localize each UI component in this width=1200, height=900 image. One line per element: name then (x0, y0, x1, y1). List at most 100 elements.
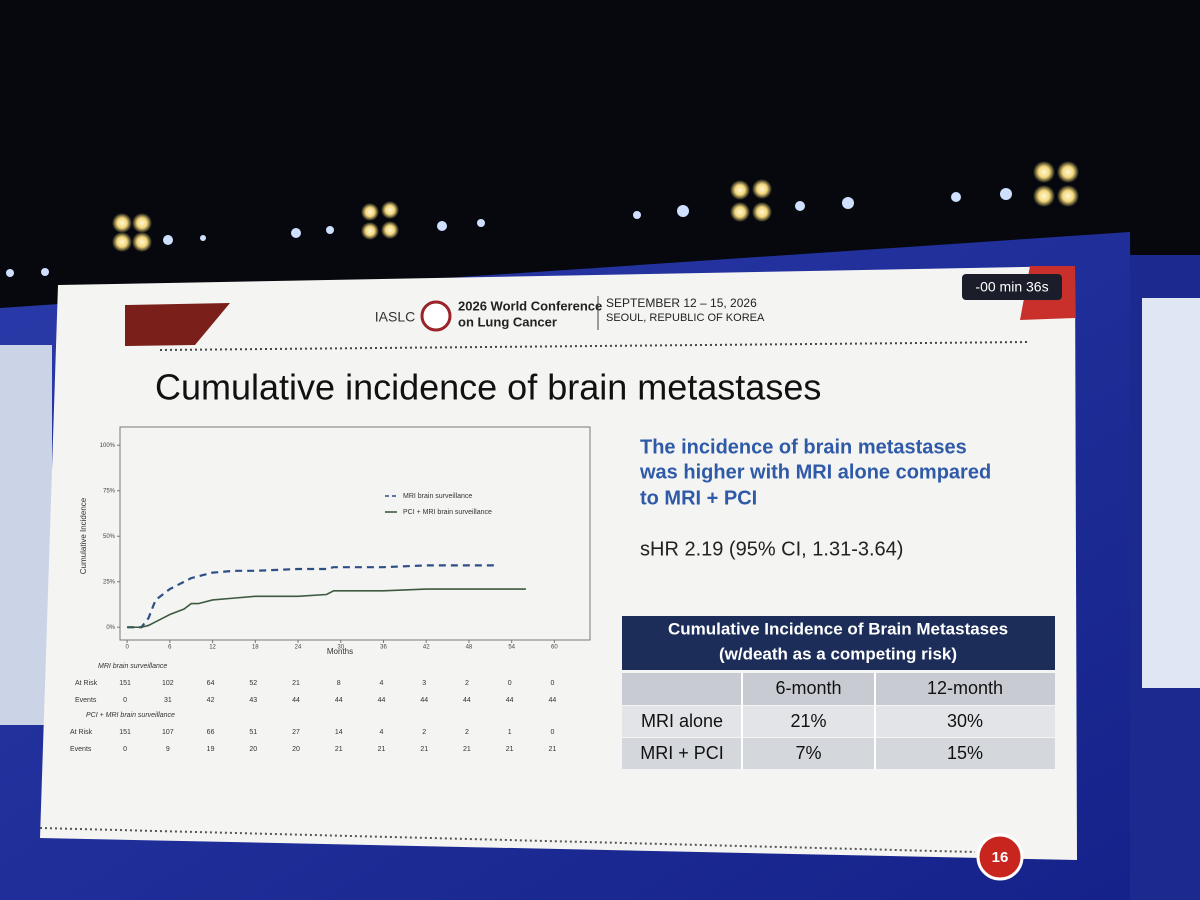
risk-cell: 4 (380, 680, 384, 687)
risk-cell: 0 (550, 680, 554, 687)
risk-cell: 21 (378, 746, 386, 753)
y-tick-label: 50% (103, 534, 116, 540)
risk-cell: 66 (207, 729, 215, 736)
table-cell: MRI alone (641, 711, 723, 731)
risk-cell: 19 (207, 746, 215, 753)
y-tick-label: 25% (103, 579, 116, 585)
risk-cell: 0 (123, 697, 127, 704)
slide (40, 266, 1077, 860)
risk-cell: 14 (335, 729, 343, 736)
risk-cell: 0 (508, 680, 512, 687)
table-title-bg (622, 616, 1055, 670)
table-column-header: 12-month (927, 678, 1003, 698)
table-row-bg (622, 738, 1055, 769)
slide-title: Cumulative incidence of brain metastases (155, 367, 821, 408)
table-cell: 21% (790, 711, 826, 731)
page-badge (976, 833, 1024, 881)
x-tick-label: 12 (209, 645, 216, 651)
risk-row-label: At Risk (70, 729, 93, 736)
risk-cell: 1 (508, 729, 512, 736)
risk-cell: 2 (465, 680, 469, 687)
logo-seal (420, 300, 452, 332)
statistic: sHR 2.19 (95% CI, 1.31-3.64) (640, 538, 903, 560)
footer-rule (39, 827, 976, 853)
risk-cell: 44 (548, 697, 556, 704)
x-axis-label: Months (327, 647, 353, 656)
risk-cell: 21 (548, 746, 556, 753)
x-tick-label: 48 (466, 645, 473, 651)
risk-cell: 4 (380, 729, 384, 736)
table-row-bg (622, 706, 1055, 737)
risk-row-label: At Risk (75, 680, 98, 687)
finding-line: The incidence of brain metastases (640, 436, 967, 458)
stage-lights (6, 161, 1079, 277)
table-title: (w/death as a competing risk) (719, 644, 957, 663)
x-tick-label: 6 (168, 645, 172, 651)
y-axis-label: Cumulative Incidence (79, 497, 88, 574)
risk-cell: 42 (207, 697, 215, 704)
risk-cell: 43 (249, 697, 257, 704)
risk-cell: 51 (249, 729, 257, 736)
risk-cell: 151 (119, 680, 131, 687)
risk-cell: 107 (162, 729, 174, 736)
x-tick-label: 24 (295, 645, 302, 651)
table-title: Cumulative Incidence of Brain Metastases (668, 619, 1008, 638)
risk-cell: 2 (465, 729, 469, 736)
page-number: 16 (992, 849, 1009, 866)
risk-cell: 8 (337, 680, 341, 687)
finding-line: to MRI + PCI (640, 487, 757, 509)
risk-cell: 27 (292, 729, 300, 736)
risk-cell: 21 (292, 680, 300, 687)
risk-cell: 20 (292, 746, 300, 753)
risk-cell: 21 (420, 746, 428, 753)
legend-label: MRI brain surveillance (403, 493, 472, 500)
series-line (127, 564, 498, 629)
risk-cell: 44 (463, 697, 471, 704)
y-tick-label: 0% (106, 625, 115, 631)
x-tick-label: 42 (423, 645, 430, 651)
conference-line: 2026 World Conference (458, 298, 602, 313)
conference-location: SEOUL, REPUBLIC OF KOREA (606, 312, 765, 324)
risk-cell: 102 (162, 680, 174, 687)
x-tick-label: 18 (252, 645, 259, 651)
risk-cell: 21 (463, 746, 471, 753)
table-cell: 30% (947, 711, 983, 731)
x-tick-label: 60 (551, 645, 558, 651)
y-tick-label: 75% (103, 488, 116, 494)
conference-line: on Lung Cancer (458, 314, 557, 329)
risk-cell: 52 (249, 680, 257, 687)
risk-cell: 21 (506, 746, 514, 753)
risk-cell: 21 (335, 746, 343, 753)
left-screen-content (0, 345, 52, 725)
risk-group-name: MRI brain surveillance (98, 663, 167, 670)
timer-box (962, 274, 1062, 300)
x-tick-label: 30 (337, 645, 344, 651)
plot-frame (119, 426, 591, 641)
risk-cell: 44 (292, 697, 300, 704)
risk-cell: 2 (422, 729, 426, 736)
risk-cell: 20 (249, 746, 257, 753)
risk-cell: 44 (420, 697, 428, 704)
risk-cell: 0 (123, 746, 127, 753)
risk-cell: 151 (119, 729, 131, 736)
risk-cell: 44 (335, 697, 343, 704)
header-art (125, 303, 230, 346)
table-cell: 15% (947, 743, 983, 763)
table-column-header: 6-month (775, 678, 841, 698)
risk-row-label: Events (75, 697, 97, 704)
x-tick-label: 36 (380, 645, 387, 651)
series-line (127, 588, 526, 629)
y-tick-label: 100% (100, 443, 116, 449)
timer: -00 min 36s (975, 279, 1048, 295)
conference-dates: SEPTEMBER 12 – 15, 2026 (606, 296, 757, 310)
risk-cell: 44 (378, 697, 386, 704)
risk-cell: 3 (422, 680, 426, 687)
finding-line: was higher with MRI alone compared (639, 461, 991, 483)
risk-row-label: Events (70, 746, 92, 753)
risk-group-name: PCI + MRI brain surveillance (86, 712, 175, 719)
table-header-bg (622, 673, 1055, 705)
risk-cell: 44 (506, 697, 514, 704)
table-cell: MRI + PCI (640, 743, 724, 763)
risk-cell: 64 (207, 680, 215, 687)
